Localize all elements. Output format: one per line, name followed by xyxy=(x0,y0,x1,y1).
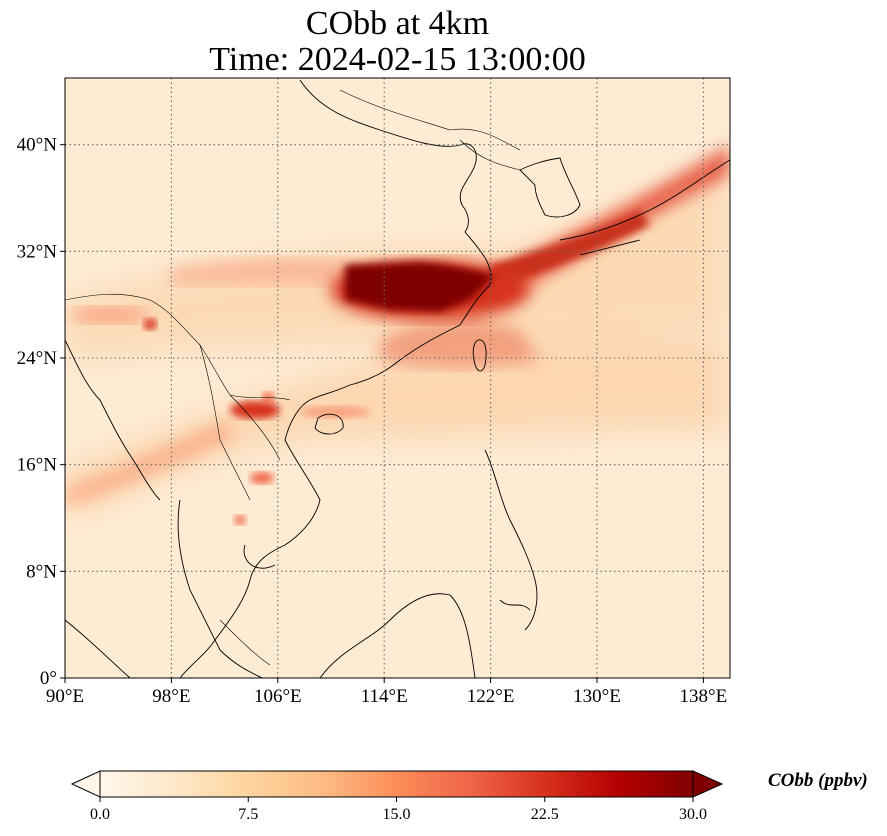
x-tick-label: 98°E xyxy=(152,686,190,707)
map-area xyxy=(65,78,730,678)
colorbar-label: CObb (ppbv) xyxy=(768,770,868,791)
coastlines-borders xyxy=(65,79,730,678)
x-tick-label: 138°E xyxy=(680,686,728,707)
title-line-variable: CObb at 4km xyxy=(305,5,490,42)
colorbar-tick-label: 22.5 xyxy=(531,806,559,823)
colorbar-tick-label: 7.5 xyxy=(238,806,258,823)
colorbar-extend-min xyxy=(70,770,101,798)
y-axis-ticks: 0° 8°N 16°N 24°N 32°N 40°N xyxy=(17,135,65,689)
colorbar-extend-max xyxy=(692,770,724,798)
colorbar: 0.0 7.5 15.0 22.5 30.0 xyxy=(70,770,724,823)
x-tick-label: 122°E xyxy=(467,686,515,707)
colorbar-gradient xyxy=(100,771,693,797)
concentration-field xyxy=(65,145,730,525)
y-tick-label: 24°N xyxy=(17,348,58,369)
colorbar-ticks: 0.0 7.5 15.0 22.5 30.0 xyxy=(90,797,707,823)
title-line-time: Time: 2024-02-15 13:00:00 xyxy=(209,41,586,78)
colorbar-tick-label: 15.0 xyxy=(383,806,411,823)
y-tick-label: 32°N xyxy=(17,241,58,262)
y-tick-label: 16°N xyxy=(17,455,58,476)
colorbar-tick-label: 30.0 xyxy=(679,806,707,823)
y-tick-label: 40°N xyxy=(17,135,58,156)
y-tick-label: 8°N xyxy=(26,561,57,582)
x-tick-label: 106°E xyxy=(254,686,302,707)
x-tick-label: 114°E xyxy=(361,686,408,707)
x-axis-ticks: 90°E 98°E 106°E 114°E 122°E 130°E 138°E xyxy=(46,678,727,707)
x-tick-label: 130°E xyxy=(573,686,621,707)
y-tick-label: 0° xyxy=(40,668,57,689)
x-tick-label: 90°E xyxy=(46,686,84,707)
colorbar-tick-label: 0.0 xyxy=(90,806,110,823)
gridlines xyxy=(65,78,730,678)
map-frame xyxy=(64,77,731,679)
